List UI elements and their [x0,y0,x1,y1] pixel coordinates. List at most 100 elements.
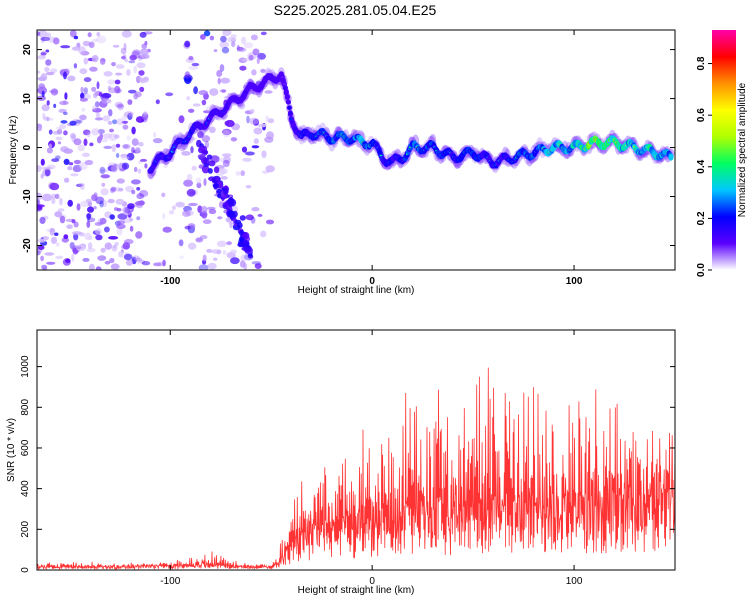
spectrogram-noise-cell [52,130,60,135]
spectrogram-noise-cell [140,54,150,59]
spectrogram-noise-cell [70,173,79,177]
spectrogram-noise-cell [62,111,68,116]
spectrogram-noise-cell [116,104,124,108]
spectrogram-noise-cell [89,66,98,72]
spectrogram-noise-cell [223,155,231,164]
spectrogram-noise-cell [184,225,191,230]
spectrogram-noise-cell [45,59,52,66]
spectrogram-noise-cell [201,135,211,143]
spectrogram-noise-cell [136,62,146,69]
spectrogram-noise-cell [131,126,136,135]
colorbar-gradient [712,30,736,270]
spectrogram-noise-cell [96,35,107,44]
spectrogram-noise-cell [40,158,45,166]
spectrogram-noise-cell [47,164,56,170]
spectrogram-noise-cell [54,211,63,218]
spectrogram-noise-cell [53,37,60,45]
spectrogram-noise-cell [83,57,89,65]
spectrogram-noise-cell [83,87,88,95]
spectrogram-noise-cell [116,88,122,94]
spectrogram-noise-cell [125,185,134,193]
spectrogram-noise-cell [63,234,69,240]
spectrogram-noise-cell [152,138,163,144]
spectrogram-noise-cell [257,123,267,128]
spectrogram-noise-cell [46,100,50,106]
spectrogram-noise-cell [226,241,232,246]
spectrogram-noise-cell [198,264,209,270]
spectrogram-noise-cell [88,41,95,48]
spectrogram-noise-cell [50,236,58,244]
spectrogram-noise-cell [93,206,97,210]
spectrogram-noise-cell [257,52,266,60]
spectrogram-noise-cell [80,92,85,100]
spectrogram-noise-cell [46,261,56,265]
spectrogram-noise-cell [111,62,116,67]
spectrogram-noise-cell [230,257,240,265]
spectrogram-noise-cell [59,197,63,206]
spectrogram-noise-cell [251,261,262,265]
spectrogram-noise-cell [42,166,53,170]
spectrogram-noise-cell [83,138,88,146]
spectrogram-noise-cell [125,259,133,266]
spectrogram-noise-cell [73,35,79,40]
spectrogram-noise-cell [143,111,148,116]
spectrogram-noise-cell [134,257,143,262]
spectrogram-noise-cell [162,213,166,220]
spectrogram-noise-cell [245,185,252,189]
spectrogram-secondary-cell [222,188,229,195]
spectrogram-noise-cell [112,44,120,48]
spectrogram-noise-cell [139,31,147,38]
spectrogram-noise-cell [102,200,108,208]
spectrogram-noise-cell [188,202,198,207]
spectrogram-noise-cell [248,54,254,61]
spectrogram-noise-cell [37,31,41,36]
spectrogram-noise-cell [41,104,50,112]
colorbar-tick-label: 0.8 [696,56,707,70]
spectrogram-noise-cell [107,120,113,125]
spectrogram-noise-cell [95,234,103,241]
spectrogram-noise-cell [40,73,48,81]
spectrogram-noise-cell [225,119,235,128]
spectrogram-noise-cell [178,115,185,124]
spectrogram-noise-cell [114,79,121,85]
spectrogram-noise-cell [251,69,257,76]
spectrogram-noise-cell [37,249,40,256]
spectrogram-noise-cell [162,259,166,267]
spectrogram-noise-cell [222,129,231,138]
spectrogram-noise-cell [37,204,45,208]
spectrogram-noise-cell [37,245,45,251]
spectrogram-x-axis-label: Height of straight line (km) [298,285,415,296]
spectrogram-noise-cell [37,86,47,95]
spectrogram-noise-cell [55,255,64,260]
spectrogram-noise-cell [221,46,230,54]
spectrogram-noise-cell [249,108,255,114]
spectrogram-noise-cell [46,228,56,233]
spectrogram-noise-cell [57,208,65,212]
spectrogram-noise-cell [126,69,131,76]
spectrogram-noise-cell [42,193,52,202]
spectrogram-noise-cell [95,228,102,235]
spectrogram-noise-cell [37,238,46,243]
spectrogram-noise-cell [264,90,273,94]
spectrogram-noise-cell [80,86,84,93]
spectrogram-noise-cell [190,146,194,154]
spectrogram-noise-cell [37,196,43,200]
snr-x-tick-label: 100 [566,576,583,587]
spectrogram-noise-cell [128,60,136,64]
spectrogram-noise-cell [179,255,184,259]
spectrogram-noise-cell [94,101,100,108]
spectrogram-noise-cell [101,182,106,187]
spectrogram-noise-cell [261,150,267,159]
spectrogram-noise-cell [100,174,111,179]
spectrogram-noise-cell [253,138,259,144]
spectrogram-noise-cell [244,151,255,156]
spectrogram-noise-cell [93,192,98,200]
spectrogram-noise-cell [67,199,73,207]
spectrogram-noise-cell [193,86,199,95]
spectrogram-noise-cell [97,129,105,134]
spectrogram-noise-cell [120,156,130,160]
spectrogram-noise-cell [64,92,68,100]
spectrogram-secondary-cell [237,242,246,248]
spectrogram-noise-cell [96,81,100,90]
spectrogram-noise-cell [37,55,46,60]
